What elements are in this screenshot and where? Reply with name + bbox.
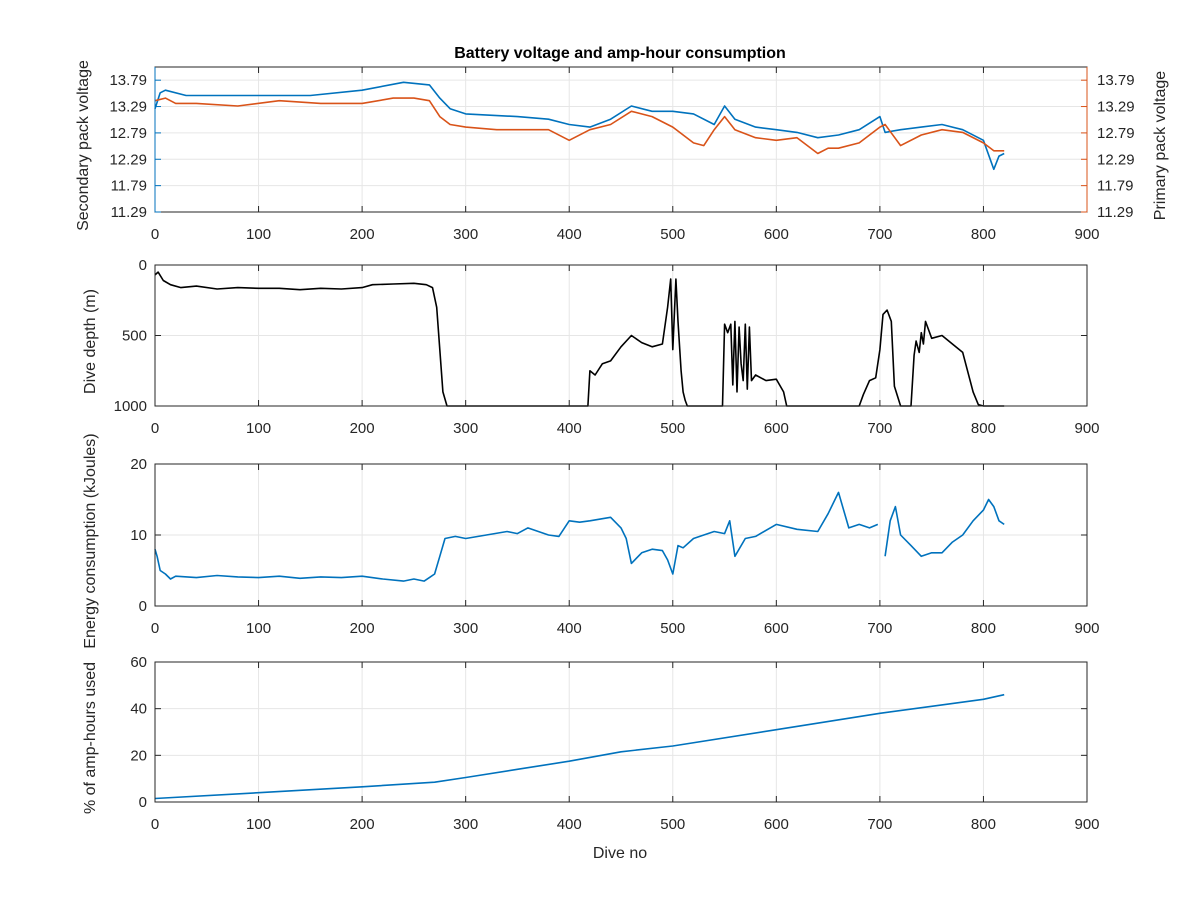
x-tick-label: 500 [660,620,685,637]
x-tick-label: 300 [453,420,478,437]
x-tick-label: 900 [1074,420,1099,437]
x-tick-label: 800 [971,226,996,243]
x-tick-label: 100 [246,620,271,637]
figure-title: Battery voltage and amp-hour consumption [454,45,786,62]
x-tick-label: 700 [867,620,892,637]
y-tick-label: 0 [139,257,147,274]
x-tick-label: 100 [246,420,271,437]
x-tick-label: 800 [971,620,996,637]
x-tick-label: 0 [151,620,159,637]
y-tick-label: 1000 [114,398,147,415]
x-tick-label: 0 [151,226,159,243]
x-tick-label: 700 [867,420,892,437]
x-tick-label: 900 [1074,620,1099,637]
plot-area [155,67,1087,212]
panel-energy-consumption: 0 100 200 300 400 500 600 700 800 900 0 10 20 Energy … [82,433,1100,648]
y-right-axis-label: Primary pack voltage [1152,71,1169,220]
x-tick-label: 300 [453,226,478,243]
x-tick-label: 900 [1074,226,1099,243]
x-tick-label: 400 [557,620,582,637]
y-tick-label: 20 [130,747,147,764]
x-tick-label: 100 [246,816,271,833]
x-tick-label: 900 [1074,816,1099,833]
panel-dive-depth: 0 100 200 300 400 500 600 700 800 900 0 500 1000 Dive… [82,257,1100,437]
y-right-tick-label: 13.29 [1097,99,1135,116]
y-tick-label: 12.79 [109,125,147,142]
x-tick-label: 600 [764,816,789,833]
x-tick-label: 400 [557,226,582,243]
x-tick-label: 200 [350,620,375,637]
x-tick-label: 500 [660,816,685,833]
y-tick-label: 11.29 [111,204,147,221]
panel-amp-hours-used: 0 100 200 300 400 500 600 700 800 900 0 20 40 60 % of … [82,654,1100,833]
x-tick-label: 400 [557,420,582,437]
x-tick-label: 600 [764,226,789,243]
x-tick-label: 500 [660,420,685,437]
x-tick-label: 200 [350,816,375,833]
y-axis-label: Energy consumption (kJoules) [82,433,99,648]
x-tick-label: 600 [764,420,789,437]
series-line-secondary-pack-voltage [154,81,1005,171]
x-tick-label: 800 [971,816,996,833]
x-tick-label: 300 [453,816,478,833]
plot-area [155,662,1087,802]
y-right-tick-label: 11.29 [1097,204,1133,221]
x-tick-label: 0 [151,420,159,437]
x-tick-label: 200 [350,226,375,243]
axes-box [154,661,1088,803]
y-tick-label: 0 [139,794,147,811]
series-line-primary-pack-voltage [154,97,1005,155]
x-tick-label: 100 [246,226,271,243]
y-axis-label: Dive depth (m) [82,289,99,394]
y-tick-label: 500 [122,328,147,345]
y-tick-label: 40 [130,701,147,718]
y-tick-label: 11.79 [111,178,147,195]
x-axis-label: Dive no [593,845,647,862]
x-tick-label: 600 [764,620,789,637]
y-tick-label: 0 [139,598,147,615]
x-tick-label: 0 [151,816,159,833]
x-tick-label: 700 [867,226,892,243]
y-right-tick-label: 11.79 [1097,178,1133,195]
panel-battery-voltage: 0 100 200 300 400 500 600 700 800 900 11.29 11.79 12… [75,60,1169,243]
y-right-tick-label: 12.29 [1097,151,1135,168]
x-tick-label: 500 [660,226,685,243]
y-axis-label: % of amp-hours used [82,662,99,814]
y-tick-label: 20 [130,456,147,473]
y-right-tick-label: 13.79 [1097,72,1135,89]
series-line-p3-0 [154,693,1005,800]
y-tick-label: 13.79 [109,72,147,89]
y-right-tick-label: 12.79 [1097,125,1135,142]
x-tick-label: 400 [557,816,582,833]
x-tick-label: 300 [453,620,478,637]
y-axis-label: Secondary pack voltage [75,60,92,231]
y-tick-label: 12.29 [109,151,147,168]
y-tick-label: 60 [130,654,147,671]
x-tick-label: 700 [867,816,892,833]
y-tick-label: 10 [130,527,147,544]
series-line-p2-0 [154,491,1005,582]
x-tick-label: 200 [350,420,375,437]
y-tick-label: 13.29 [109,99,147,116]
x-tick-label: 800 [971,420,996,437]
